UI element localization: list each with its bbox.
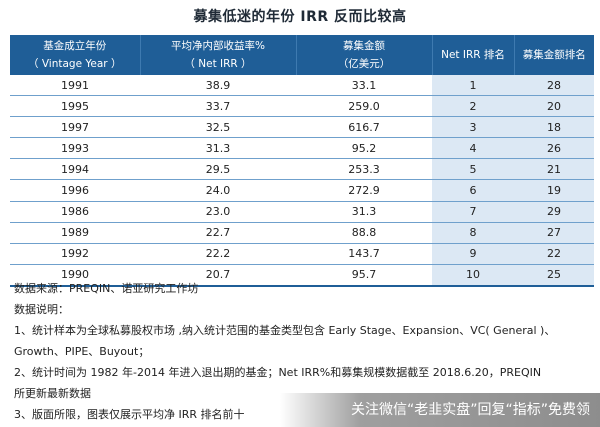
header-net-irr: 平均净内部收益率% （ Net IRR ）: [140, 35, 297, 75]
header-vintage-year: 基金成立年份（ Vintage Year ）: [10, 35, 141, 75]
table-row: 1992 22.2 143.7 9 22: [10, 243, 594, 265]
cell-fundraising: 95.2: [296, 137, 432, 160]
table-row: 1995 33.7 259.0 2 20: [10, 95, 594, 118]
cell-irr-rank: 5: [432, 158, 514, 181]
cell-year: 1989: [10, 222, 140, 244]
cell-net-irr: 22.7: [140, 222, 296, 244]
note-item-1-cont: Growth、PIPE、Buyout；: [14, 345, 150, 358]
cell-fundraising: 259.0: [296, 95, 432, 118]
cell-fundraising: 95.7: [296, 264, 432, 287]
cell-year: 1993: [10, 137, 140, 160]
table-header-row: 基金成立年份（ Vintage Year ） 平均净内部收益率% （ Net IR…: [10, 35, 594, 75]
cell-net-irr: 22.2: [140, 243, 296, 265]
table-row: 1997 32.5 616.7 3 18: [10, 116, 594, 139]
cell-irr-rank: 1: [432, 75, 514, 97]
cell-fundraising: 88.8: [296, 222, 432, 244]
cell-fundraising: 616.7: [296, 116, 432, 139]
cell-net-irr: 32.5: [140, 116, 296, 139]
cell-irr-rank: 8: [432, 222, 514, 244]
cell-irr-rank: 7: [432, 201, 514, 223]
table-row: 1986 23.0 31.3 7 29: [10, 201, 594, 223]
cell-year: 1990: [10, 264, 140, 287]
cell-fundraising-rank: 20: [514, 95, 594, 118]
cell-year: 1996: [10, 179, 140, 202]
header-fundraising: 募集金额 （亿美元）: [296, 35, 433, 75]
cell-fundraising-rank: 21: [514, 158, 594, 181]
cell-fundraising-rank: 27: [514, 222, 594, 244]
table-row: 1993 31.3 95.2 4 26: [10, 137, 594, 160]
note-item-2: 2、统计时间为 1982 年-2014 年进入退出期的基金；Net IRR%和募…: [14, 366, 542, 379]
cell-year: 1997: [10, 116, 140, 139]
watermark-banner: 关注微信“老韭实盘”回复“指标”免费领: [280, 393, 600, 427]
cell-irr-rank: 2: [432, 95, 514, 118]
cell-net-irr: 33.7: [140, 95, 296, 118]
cell-fundraising-rank: 28: [514, 75, 594, 97]
cell-irr-rank: 3: [432, 116, 514, 139]
cell-net-irr: 29.5: [140, 158, 296, 181]
cell-fundraising: 253.3: [296, 158, 432, 181]
irr-table: 基金成立年份（ Vintage Year ） 平均净内部收益率% （ Net IR…: [10, 35, 594, 287]
cell-net-irr: 20.7: [140, 264, 296, 287]
header-fundraising-rank: 募集金额排名: [514, 35, 594, 75]
cell-fundraising-rank: 25: [514, 264, 594, 287]
cell-fundraising-rank: 19: [514, 179, 594, 202]
table-row: 1994 29.5 253.3 5 21: [10, 158, 594, 181]
table-row: 1991 38.9 33.1 1 28: [10, 75, 594, 97]
cell-fundraising-rank: 26: [514, 137, 594, 160]
note-item-1: 1、统计样本为全球私募股权市场 ,纳入统计范围的基金类型包含 Early Sta…: [14, 324, 556, 337]
cell-year: 1992: [10, 243, 140, 265]
cell-year: 1994: [10, 158, 140, 181]
header-irr-rank: Net IRR 排名: [432, 35, 515, 75]
cell-net-irr: 38.9: [140, 75, 296, 97]
cell-irr-rank: 10: [432, 264, 514, 287]
table-row: 1990 20.7 95.7 10 25: [10, 264, 594, 287]
footnotes: 数据来源：PREQIN、诺亚研究工作坊 数据说明： 1、统计样本为全球私募股权市…: [14, 278, 594, 425]
cell-fundraising: 31.3: [296, 201, 432, 223]
cell-net-irr: 23.0: [140, 201, 296, 223]
table-row: 1989 22.7 88.8 8 27: [10, 222, 594, 244]
cell-fundraising: 272.9: [296, 179, 432, 202]
note-item-2-cont: 所更新最新数据: [14, 387, 91, 400]
cell-fundraising: 33.1: [296, 75, 432, 97]
cell-fundraising-rank: 18: [514, 116, 594, 139]
cell-irr-rank: 9: [432, 243, 514, 265]
cell-fundraising-rank: 29: [514, 201, 594, 223]
cell-net-irr: 24.0: [140, 179, 296, 202]
cell-net-irr: 31.3: [140, 137, 296, 160]
cell-irr-rank: 4: [432, 137, 514, 160]
cell-fundraising-rank: 22: [514, 243, 594, 265]
page-title: 募集低迷的年份 IRR 反而比较高: [193, 9, 407, 25]
cell-year: 1995: [10, 95, 140, 118]
data-source: 数据来源：PREQIN、诺亚研究工作坊: [14, 282, 199, 295]
table-row: 1996 24.0 272.9 6 19: [10, 179, 594, 202]
notes-title: 数据说明：: [14, 303, 69, 316]
cell-year: 1986: [10, 201, 140, 223]
note-item-3: 3、版面所限，图表仅展示平均净 IRR 排名前十: [14, 408, 245, 421]
cell-fundraising: 143.7: [296, 243, 432, 265]
cell-irr-rank: 6: [432, 179, 514, 202]
cell-year: 1991: [10, 75, 140, 97]
